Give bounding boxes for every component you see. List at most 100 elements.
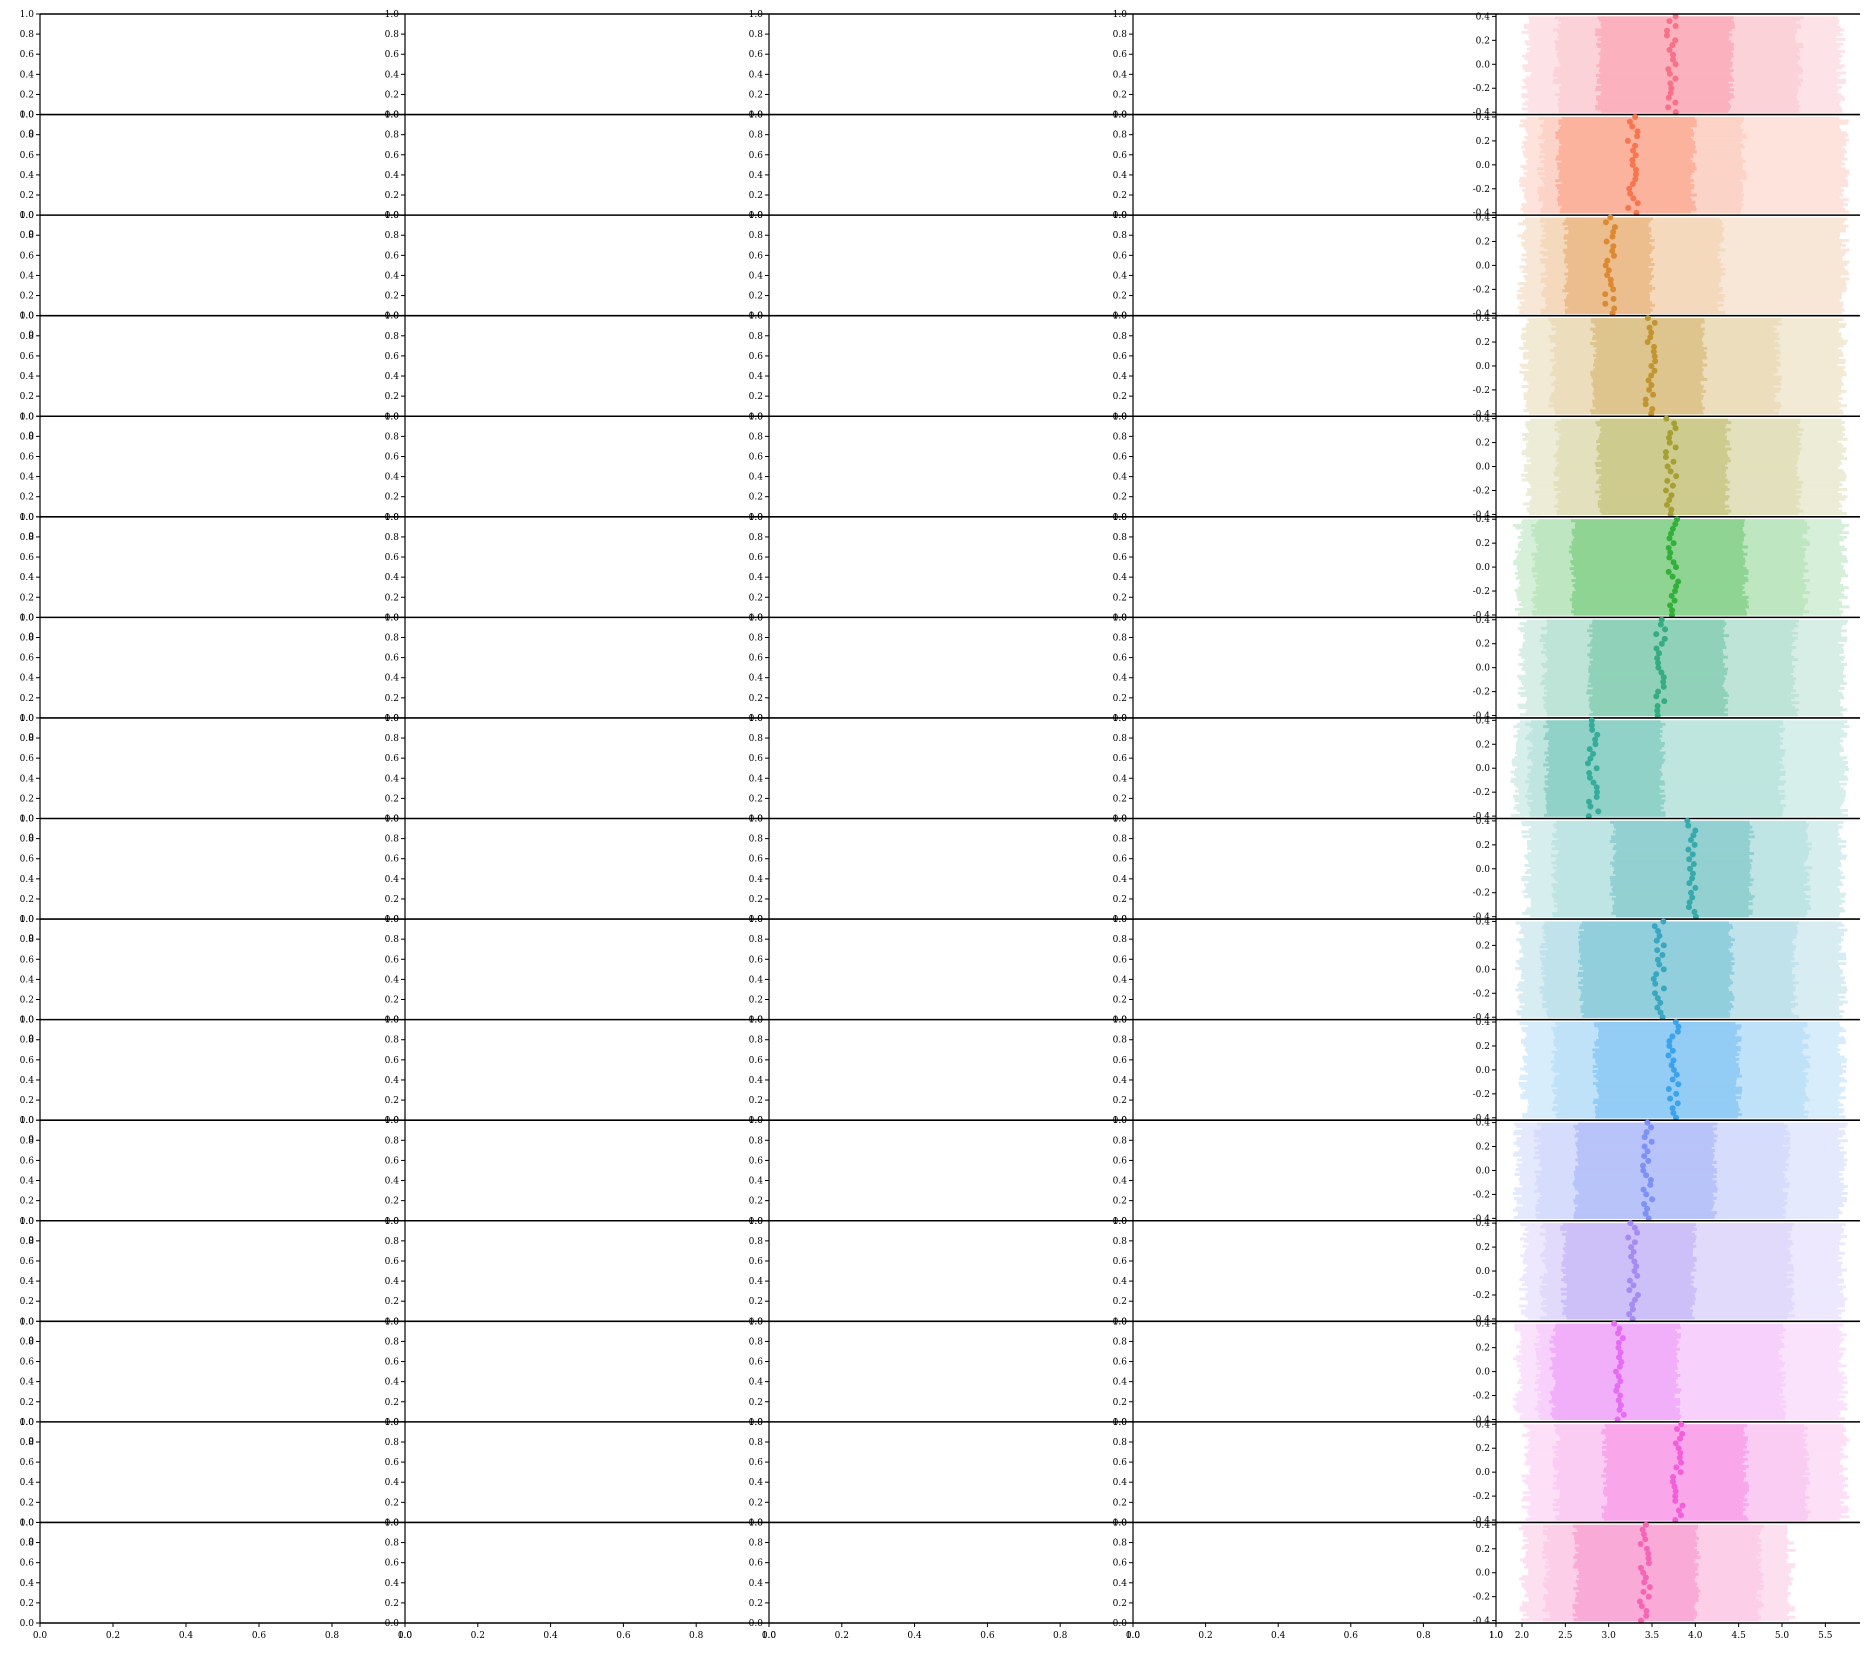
- band-inner-strip: [1568, 291, 1650, 295]
- band-inner-strip: [1574, 1608, 1696, 1612]
- band-inner-strip: [1573, 1180, 1717, 1184]
- y-tick-label: 1.0: [20, 513, 35, 523]
- median-point: [1629, 1301, 1636, 1308]
- median-point: [1658, 616, 1665, 623]
- y-tick-label: 0.2: [385, 292, 399, 302]
- median-point: [1593, 793, 1600, 800]
- y-tick-label: -0.4: [1473, 812, 1491, 822]
- band-inner-strip: [1556, 198, 1693, 202]
- band-inner-strip: [1611, 897, 1753, 901]
- median-point: [1666, 18, 1673, 25]
- y-tick-label: -0.2: [1473, 889, 1490, 899]
- y-tick-label: 0.0: [1113, 613, 1128, 623]
- y-tick-label: 0.8: [749, 432, 764, 442]
- band-inner-strip: [1555, 131, 1695, 135]
- y-tick-label: 0.2: [385, 1297, 399, 1307]
- median-point: [1625, 1234, 1632, 1241]
- median-point: [1646, 324, 1653, 331]
- median-point: [1617, 1392, 1624, 1399]
- band-inner-strip: [1597, 100, 1729, 104]
- y-tick-label: 0.4: [1113, 1579, 1128, 1589]
- band-inner-strip: [1597, 449, 1728, 453]
- y-tick-label: 0.6: [1113, 50, 1128, 60]
- y-tick-label: 0.2: [1476, 36, 1490, 46]
- median-point: [1588, 717, 1595, 724]
- band-inner-strip: [1546, 768, 1660, 772]
- y-tick-label: 0.4: [1476, 1219, 1491, 1229]
- median-point: [1655, 688, 1662, 695]
- y-tick-label: 0.0: [1476, 60, 1491, 70]
- y-tick-label: 1.0: [749, 815, 764, 825]
- median-point: [1643, 1612, 1650, 1619]
- y-tick-label: 0.8: [385, 231, 400, 241]
- median-point: [1626, 1311, 1633, 1318]
- band-inner-strip: [1595, 1057, 1740, 1061]
- band-inner-strip: [1577, 1584, 1697, 1588]
- band-inner-strip: [1575, 1560, 1694, 1564]
- band-inner-strip: [1598, 1031, 1737, 1035]
- y-tick-label: 0.4: [1113, 774, 1128, 784]
- median-point: [1643, 1608, 1650, 1615]
- y-tick-label: 0.8: [385, 835, 400, 845]
- y-tick-label: 1.0: [749, 211, 764, 221]
- y-tick-label: 0.6: [385, 1559, 400, 1569]
- subplot-r14-c2: 0.0 0.2 0.4 0.6 0.8 1.0: [749, 1418, 1133, 1528]
- band-inner-strip: [1589, 634, 1730, 638]
- band-inner-strip: [1563, 236, 1650, 240]
- y-tick-label: 0.0: [1476, 1569, 1491, 1579]
- y-tick-label: 0.0: [20, 513, 35, 523]
- subplot-r12-c1: 0.0 0.2 0.4 0.6 0.8 1.0: [385, 1217, 769, 1327]
- y-tick-label: 0.4: [385, 372, 400, 382]
- y-tick-label: 1.0: [1113, 1217, 1128, 1227]
- median-point: [1672, 75, 1679, 82]
- median-point: [1646, 386, 1653, 393]
- band-inner-strip: [1594, 349, 1704, 353]
- y-tick-label: 0.4: [1476, 314, 1491, 324]
- y-tick-label: 0.8: [1113, 1438, 1128, 1448]
- y-tick-label: 0.2: [20, 794, 34, 804]
- y-tick-label: 1.0: [749, 714, 764, 724]
- band-inner-strip: [1574, 1534, 1697, 1538]
- subplot-r5-c3: 0.0 0.2 0.4 0.6 0.8 1.0: [1113, 513, 1496, 623]
- band-inner-strip: [1606, 1436, 1748, 1440]
- band-inner-strip: [1596, 444, 1726, 448]
- band-inner-strip: [1555, 1354, 1677, 1358]
- median-point: [1645, 377, 1652, 384]
- band-inner-strip: [1551, 1359, 1680, 1363]
- band-inner-strip: [1575, 588, 1743, 592]
- y-tick-label: 0.6: [385, 1056, 400, 1066]
- median-point: [1673, 1114, 1680, 1121]
- median-point: [1585, 813, 1592, 820]
- band-inner-strip: [1551, 1397, 1680, 1401]
- subplot-r15-c4: -0.4 -0.2 0.0 0.2 0.4 2.0 2.5 3.0 3.5 4.0 4.5 5.0 5.…: [1473, 1521, 1860, 1641]
- median-point: [1611, 1320, 1618, 1327]
- y-tick-label: 0.2: [1113, 996, 1127, 1006]
- y-tick-label: -0.4: [1473, 108, 1491, 118]
- band-inner-strip: [1561, 181, 1691, 185]
- y-tick-label: 0.4: [20, 875, 35, 885]
- band-inner-strip: [1561, 116, 1696, 120]
- band-inner-strip: [1592, 626, 1724, 630]
- band-inner-strip: [1564, 227, 1652, 231]
- median-point: [1586, 770, 1593, 777]
- subplot-r5-c4: -0.4 -0.2 0.0 0.2 0.4: [1473, 515, 1860, 621]
- median-point: [1670, 1473, 1677, 1480]
- band-inner-strip: [1609, 840, 1751, 844]
- y-tick-label: 0.4: [749, 171, 764, 181]
- y-tick-label: 1.0: [20, 815, 35, 825]
- y-tick-label: 0.8: [385, 432, 400, 442]
- band-inner-strip: [1578, 959, 1731, 963]
- band-inner-strip: [1592, 686, 1725, 690]
- median-point: [1615, 1397, 1622, 1404]
- band-inner-strip: [1572, 555, 1744, 559]
- band-inner-strip: [1592, 1048, 1741, 1052]
- band-inner-strip: [1560, 1268, 1697, 1272]
- y-tick-label: 0.8: [1113, 231, 1128, 241]
- subplot-r4-c2: 0.0 0.2 0.4 0.6 0.8 1.0: [749, 412, 1133, 523]
- median-point: [1676, 1454, 1683, 1461]
- band-inner-strip: [1591, 320, 1705, 324]
- band-inner-strip: [1596, 447, 1732, 451]
- median-point: [1659, 951, 1666, 958]
- y-tick-label: 0.0: [1113, 111, 1128, 121]
- band-inner-strip: [1551, 1350, 1676, 1354]
